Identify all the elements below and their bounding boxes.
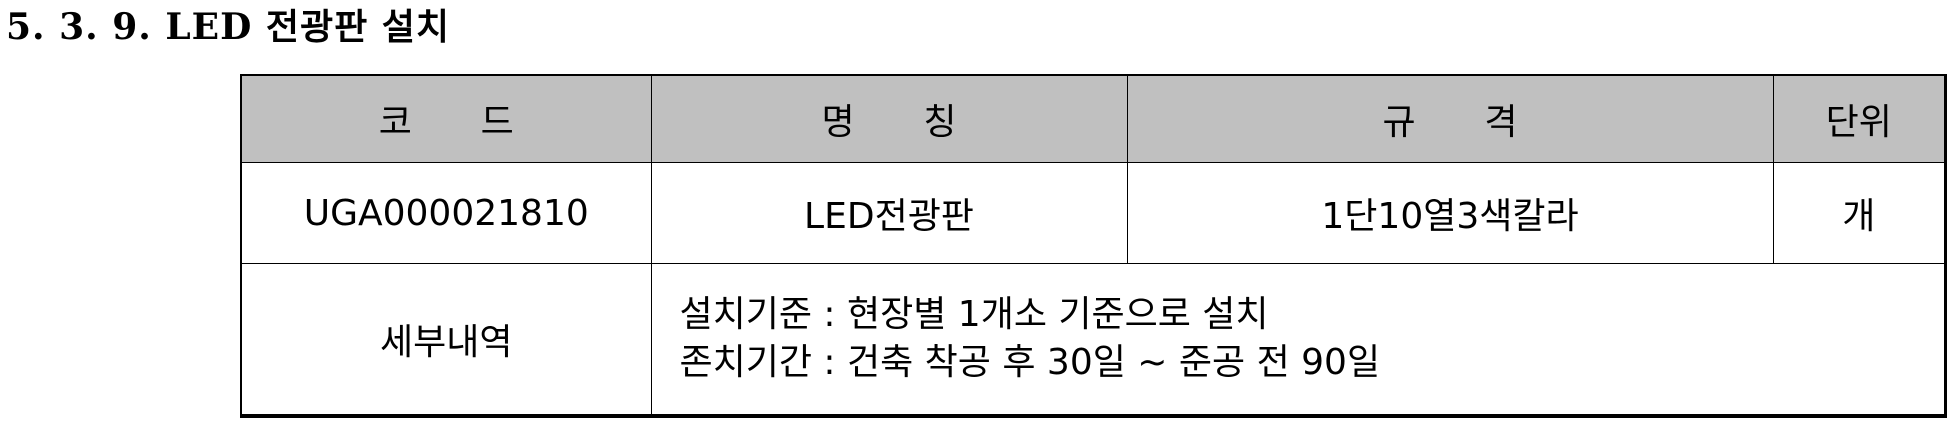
header-spec: 규 격 xyxy=(1126,74,1774,163)
cell-code: UGA000021810 xyxy=(240,162,652,264)
header-spec-label: 규 격 xyxy=(1382,102,1518,143)
cell-unit: 개 xyxy=(1772,162,1947,264)
header-name-label: 명 칭 xyxy=(821,102,957,143)
detail-content: 설치기준 : 현장별 1개소 기준으로 설치 존치기간 : 건축 착공 후 30… xyxy=(650,263,1947,417)
detail-row: 세부내역 설치기준 : 현장별 1개소 기준으로 설치 존치기간 : 건축 착공… xyxy=(240,263,1947,417)
detail-line-duration: 존치기간 : 건축 착공 후 30일 ~ 준공 전 90일 xyxy=(679,342,1381,383)
header-unit-label: 단위 xyxy=(1825,102,1892,143)
header-unit: 단위 xyxy=(1772,74,1947,163)
detail-line-install-standard: 설치기준 : 현장별 1개소 기준으로 설치 xyxy=(679,294,1269,335)
table-header-row: 코 드 명 칭 규 격 단위 xyxy=(240,74,1947,163)
table-row: UGA000021810 LED전광판 1단10열3색칼라 개 xyxy=(240,162,1947,264)
header-code-label: 코 드 xyxy=(378,102,514,143)
cell-name: LED전광판 xyxy=(650,162,1128,264)
detail-label: 세부내역 xyxy=(240,263,652,417)
section-title: 5. 3. 9. LED 전광판 설치 xyxy=(6,6,450,48)
spec-table: 코 드 명 칭 규 격 단위 UGA000021810 LED전광판 1단10열… xyxy=(240,74,1947,418)
header-code: 코 드 xyxy=(240,74,652,163)
cell-spec: 1단10열3색칼라 xyxy=(1126,162,1774,264)
header-name: 명 칭 xyxy=(650,74,1128,163)
